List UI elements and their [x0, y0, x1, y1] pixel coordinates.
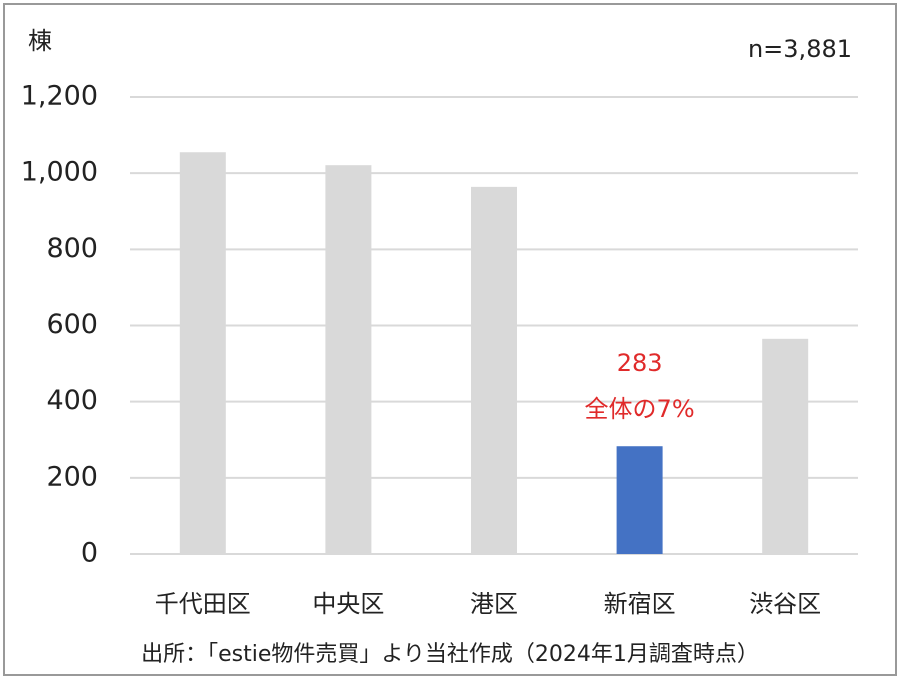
- data-label: 283: [617, 349, 663, 377]
- sample-note: n=3,881: [748, 35, 852, 63]
- x-tick-label: 中央区: [312, 590, 384, 618]
- source-note: 出所：「estie物件売買」より当社作成（2024年1月調査時点）: [141, 642, 759, 667]
- unit-label: 棟: [28, 27, 52, 55]
- y-tick-label: 600: [46, 309, 98, 340]
- y-tick-label: 1,200: [21, 81, 98, 112]
- x-tick-label: 新宿区: [604, 590, 676, 618]
- y-tick-label: 800: [46, 233, 98, 264]
- annotation: 全体の7%: [585, 395, 695, 423]
- bar: [471, 186, 517, 555]
- x-tick-label: 千代田区: [155, 590, 251, 618]
- y-tick-label: 1,000: [21, 157, 98, 188]
- x-tick-label: 港区: [470, 590, 518, 618]
- bar: [325, 165, 372, 554]
- y-tick-label: 400: [46, 385, 98, 416]
- bar: [616, 446, 663, 554]
- bar: [179, 152, 226, 555]
- y-tick-label: 0: [81, 538, 98, 569]
- bar: [762, 338, 809, 554]
- y-tick-label: 200: [46, 461, 98, 492]
- frame: [3, 3, 897, 676]
- x-tick-label: 渋谷区: [749, 590, 821, 618]
